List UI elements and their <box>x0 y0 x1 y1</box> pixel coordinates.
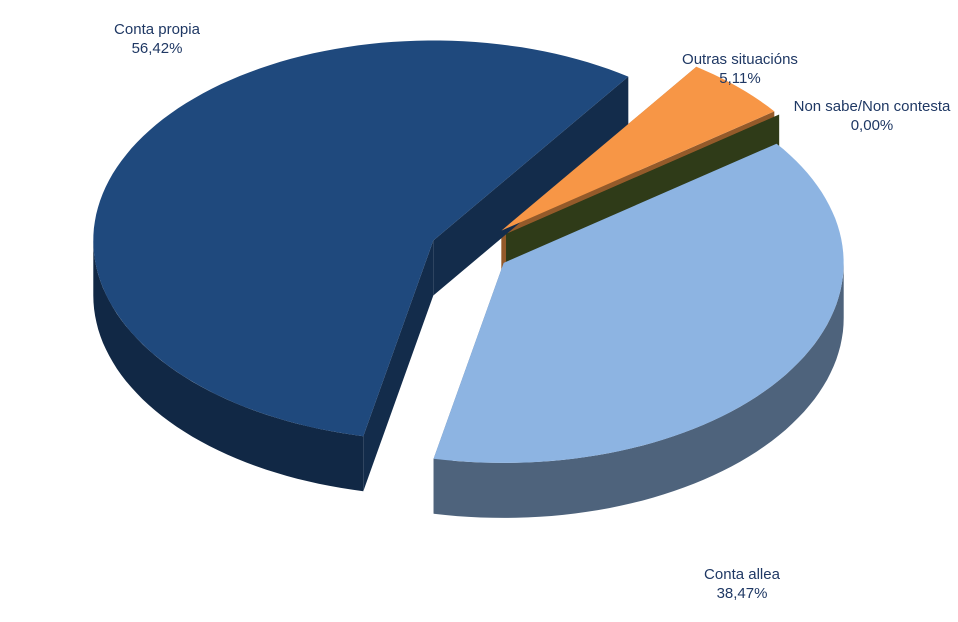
slice <box>93 40 629 437</box>
sides <box>93 240 844 518</box>
slice-label: Conta allea <box>704 566 781 583</box>
slice-wall <box>363 240 434 492</box>
slice-side <box>93 240 364 492</box>
slice-value-label: 0,00% <box>851 117 894 134</box>
slice-value-label: 56,42% <box>132 40 183 57</box>
slice-wall <box>433 76 629 296</box>
slice <box>501 66 775 231</box>
slice-value-label: 38,47% <box>717 585 768 602</box>
slice <box>506 114 780 234</box>
tops <box>93 40 844 463</box>
slice-side <box>433 262 844 518</box>
slice-label: Outras situacións <box>682 51 798 68</box>
slice <box>433 143 844 463</box>
slice-label: Non sabe/Non contesta <box>794 98 951 115</box>
slice-label: Conta propia <box>114 21 201 38</box>
slice-value-label: 5,11% <box>719 70 760 87</box>
